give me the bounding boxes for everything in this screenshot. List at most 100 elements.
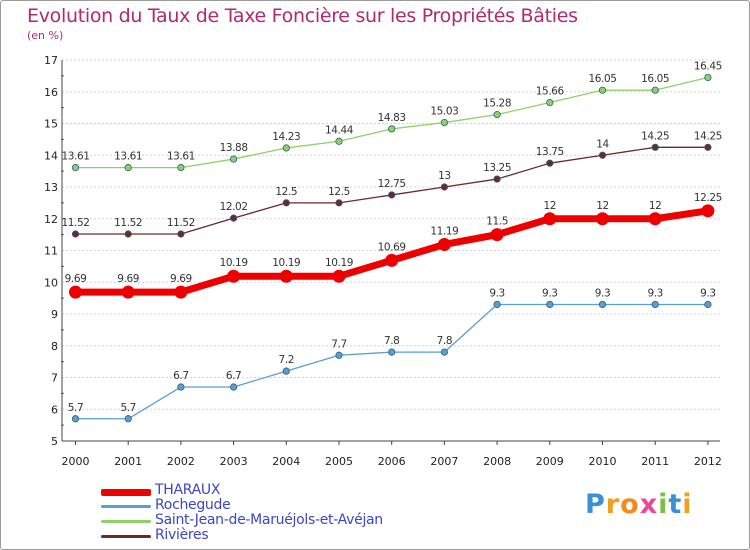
data-point-saint-jean-de-maruejols-et-avejan — [230, 155, 238, 163]
data-point-rochegude — [651, 300, 659, 309]
data-point-rivieres — [493, 175, 501, 183]
x-tick-label: 2002 — [167, 455, 195, 468]
data-point-rochegude — [388, 348, 396, 356]
data-label-rivieres: 14.25 — [641, 130, 669, 142]
legend-label-rochegude: Rochegude — [155, 497, 231, 513]
data-point-rochegude — [598, 300, 607, 309]
data-label-tharaux: 9.69 — [65, 273, 87, 285]
legend-swatch-saint-jean — [101, 520, 151, 523]
data-label-rivieres: 12.02 — [220, 201, 248, 213]
data-point-saint-jean-de-maruejols-et-avejan — [651, 86, 659, 94]
data-label-rochegude: 9.3 — [595, 287, 611, 299]
data-point-rochegude — [124, 415, 132, 423]
data-label-tharaux: 9.69 — [117, 273, 139, 285]
legend-swatch-tharaux — [101, 489, 151, 496]
data-point-rivieres — [282, 199, 290, 207]
data-point-tharaux — [227, 269, 241, 283]
data-point-rivieres — [546, 159, 554, 167]
data-label-tharaux: 12 — [544, 200, 557, 212]
data-point-saint-jean-de-maruejols-et-avejan — [440, 118, 448, 127]
data-point-saint-jean-de-maruejols-et-avejan — [388, 125, 396, 133]
data-label-rivieres: 14.25 — [694, 130, 722, 142]
data-label-tharaux: 10.19 — [325, 257, 353, 269]
data-point-tharaux — [596, 212, 609, 226]
proxiti-logo: Proxiti — [585, 489, 693, 520]
data-label-rochegude: 6.7 — [173, 370, 189, 382]
y-tick-label: 17 — [44, 54, 58, 67]
data-label-rochegude: 7.8 — [384, 335, 400, 347]
data-label-rivieres: 13.25 — [483, 162, 511, 174]
x-tick-label: 2006 — [378, 455, 406, 468]
data-point-rochegude — [335, 351, 343, 359]
data-label-rivieres: 11.52 — [167, 217, 195, 229]
data-point-rivieres — [71, 230, 80, 238]
data-point-tharaux — [490, 228, 504, 242]
legend-swatch-rochegude — [101, 505, 151, 508]
y-tick-label: 7 — [51, 372, 58, 385]
data-label-saint-jean-de-maruejols-et-avejan: 13.61 — [61, 151, 89, 163]
y-tick-label: 5 — [51, 435, 58, 448]
data-point-rochegude — [493, 300, 501, 309]
data-label-rivieres: 13 — [438, 170, 451, 182]
data-point-rivieres — [230, 214, 238, 222]
data-point-rochegude — [230, 383, 238, 391]
data-point-rochegude — [177, 383, 185, 391]
data-point-rivieres — [388, 191, 396, 199]
data-label-rivieres: 12.5 — [275, 186, 297, 198]
data-point-saint-jean-de-maruejols-et-avejan — [493, 111, 501, 119]
x-tick-label: 2001 — [114, 455, 142, 468]
data-point-rivieres — [335, 199, 343, 207]
data-label-tharaux: 11.5 — [486, 216, 508, 228]
data-label-tharaux: 10.19 — [220, 257, 248, 269]
data-label-saint-jean-de-maruejols-et-avejan: 15.28 — [483, 98, 511, 110]
data-point-saint-jean-de-maruejols-et-avejan — [546, 98, 554, 107]
data-label-rochegude: 6.7 — [226, 370, 242, 382]
data-point-rochegude — [546, 300, 554, 309]
data-point-rochegude — [71, 415, 80, 423]
y-tick-label: 8 — [51, 340, 58, 353]
data-point-saint-jean-de-maruejols-et-avejan — [71, 164, 80, 172]
data-point-tharaux — [701, 204, 715, 218]
data-point-tharaux — [332, 269, 346, 283]
data-label-tharaux: 10.19 — [272, 257, 300, 269]
x-tick-label: 2005 — [325, 455, 353, 468]
data-point-saint-jean-de-maruejols-et-avejan — [598, 86, 607, 94]
legend-label-tharaux: THARAUX — [155, 482, 221, 498]
data-label-saint-jean-de-maruejols-et-avejan: 13.61 — [114, 151, 142, 163]
data-label-tharaux: 11.19 — [430, 225, 458, 237]
data-label-rochegude: 5.7 — [68, 402, 84, 414]
data-label-rochegude: 9.3 — [700, 287, 716, 299]
data-label-rivieres: 11.52 — [114, 217, 142, 229]
data-label-rivieres: 12.75 — [378, 178, 406, 190]
x-tick-label: 2011 — [641, 455, 669, 468]
data-point-tharaux — [437, 237, 451, 251]
data-point-saint-jean-de-maruejols-et-avejan — [124, 164, 132, 172]
data-label-saint-jean-de-maruejols-et-avejan: 14.23 — [272, 131, 300, 143]
legend-label-saint-jean: Saint-Jean-de-Maruéjols-et-Avéjan — [155, 512, 383, 528]
data-point-rochegude — [704, 300, 712, 309]
y-tick-label: 11 — [44, 245, 58, 258]
data-label-saint-jean-de-maruejols-et-avejan: 14.83 — [378, 112, 406, 124]
data-label-saint-jean-de-maruejols-et-avejan: 15.66 — [536, 86, 565, 98]
y-tick-label: 10 — [44, 276, 58, 289]
data-point-tharaux — [121, 285, 135, 299]
data-label-tharaux: 12.25 — [694, 192, 722, 204]
data-point-tharaux — [69, 285, 82, 299]
data-label-saint-jean-de-maruejols-et-avejan: 16.05 — [641, 73, 669, 85]
data-label-rochegude: 5.7 — [120, 402, 136, 414]
data-point-saint-jean-de-maruejols-et-avejan — [704, 73, 712, 82]
data-label-tharaux: 12 — [649, 200, 662, 212]
legend-swatch-rivieres — [101, 535, 151, 538]
data-label-tharaux: 12 — [596, 200, 609, 212]
data-label-saint-jean-de-maruejols-et-avejan: 16.45 — [694, 60, 722, 72]
y-tick-label: 15 — [44, 118, 58, 131]
data-point-rivieres — [440, 183, 448, 191]
data-point-tharaux — [648, 212, 662, 226]
y-tick-label: 9 — [51, 308, 58, 321]
data-label-rochegude: 9.3 — [542, 287, 558, 299]
x-tick-label: 2012 — [694, 455, 722, 468]
x-tick-label: 2008 — [483, 455, 511, 468]
data-point-tharaux — [279, 269, 293, 283]
data-point-saint-jean-de-maruejols-et-avejan — [177, 164, 185, 172]
